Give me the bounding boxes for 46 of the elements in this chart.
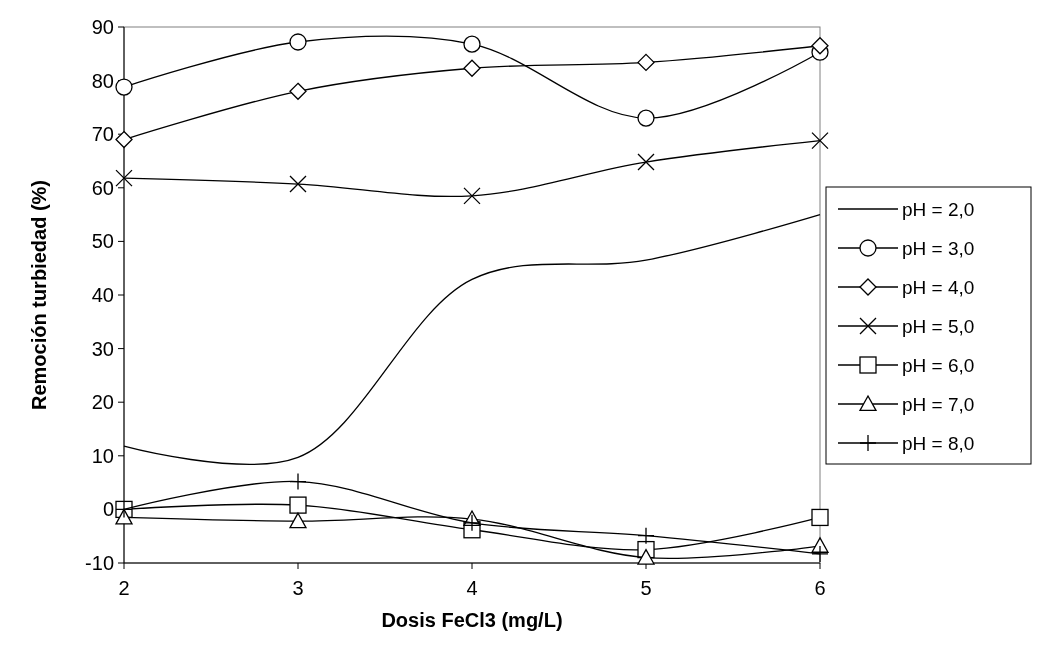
point [637,548,655,565]
point [289,175,307,193]
point [115,169,133,187]
legend-label: pH = 5,0 [902,315,975,337]
y-tick-label: 80 [91,69,114,92]
legend-label: pH = 7,0 [902,393,975,415]
legend-label: pH = 2,0 [902,198,975,220]
x-tick-label: 5 [640,577,652,599]
y-tick-label: 10 [91,444,114,467]
x-tick-label: 4 [466,577,478,599]
point [115,130,133,149]
point [637,153,655,171]
point [811,131,829,150]
point [637,527,655,545]
y-tick-label: 20 [91,391,114,414]
point [463,514,481,532]
point [289,82,307,100]
x-tick-label: 2 [118,577,130,599]
legend-label: pH = 3,0 [902,237,975,259]
legend-label: pH = 6,0 [902,354,975,376]
y-axis-title: Remoción turbiedad (%) [28,179,50,411]
legend-label: pH = 8,0 [902,432,975,454]
y-tick-label: 70 [91,123,114,146]
point [115,78,133,96]
y-tick-label: 90 [91,16,114,38]
point [463,59,481,77]
point [637,109,655,127]
y-tick-label: -10 [85,552,114,574]
y-tick-label: 50 [91,230,114,253]
point [289,472,307,491]
point [463,187,481,205]
point [463,35,481,53]
point [289,512,307,529]
x-axis-title: Dosis FeCl3 (mg/L) [381,609,563,631]
y-tick-label: 30 [91,337,114,360]
x-tick-label: 3 [292,577,304,599]
x-tick-label: 6 [814,577,826,599]
point [637,53,655,72]
point [289,33,307,51]
point [289,496,307,514]
y-tick-label: 40 [91,284,114,306]
point [811,508,829,527]
point [811,37,829,55]
legend-label: pH = 4,0 [902,276,975,298]
y-tick-label: 0 [102,498,114,521]
y-tick-label: 60 [91,176,114,199]
